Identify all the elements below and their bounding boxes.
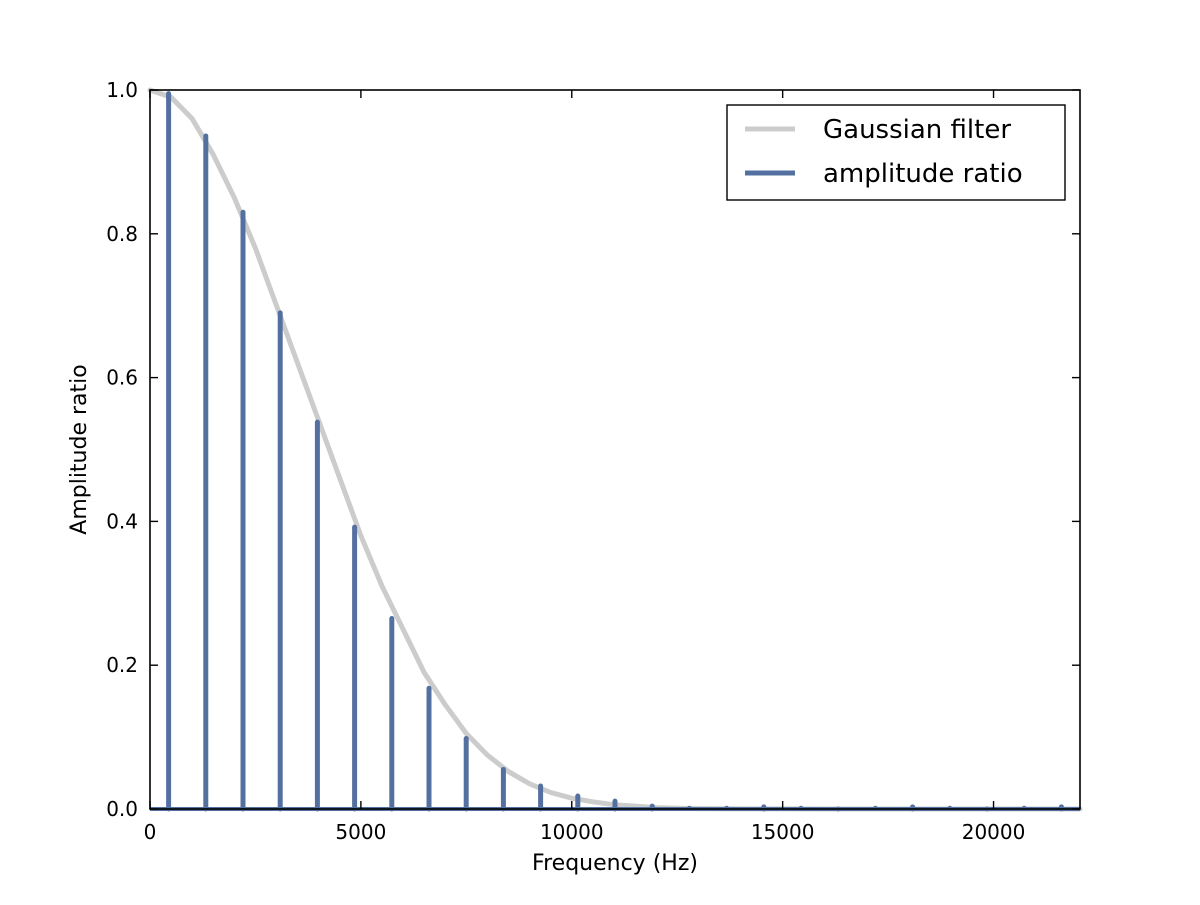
y-axis-label: Amplitude ratio (67, 364, 92, 534)
x-axis-label: Frequency (Hz) (532, 851, 698, 876)
x-tick-label: 10000 (540, 820, 604, 844)
y-tick-label: 0.6 (106, 366, 138, 390)
x-tick-label: 5000 (335, 820, 386, 844)
axes-frame (149, 89, 1081, 810)
y-tick-label: 0.0 (106, 797, 138, 821)
y-tick-label: 1.0 (106, 78, 138, 102)
y-tick-label: 0.2 (106, 653, 138, 677)
legend-label-gaussian-filter: Gaussian filter (823, 115, 1011, 145)
y-tick-label: 0.8 (106, 222, 138, 246)
y-tick-label: 0.4 (106, 509, 138, 533)
x-tick-label: 20000 (962, 820, 1026, 844)
legend: Gaussian filter amplitude ratio (726, 104, 1066, 201)
legend-label-amplitude-ratio: amplitude ratio (823, 159, 1023, 189)
x-tick-label: 0 (144, 820, 157, 844)
x-tick-label: 15000 (751, 820, 815, 844)
ticks: 0 5000 10000 15000 20000 0.0 0.2 0.4 0.6 0.8 1.0 (106, 78, 1080, 844)
legend-box (726, 104, 1066, 201)
